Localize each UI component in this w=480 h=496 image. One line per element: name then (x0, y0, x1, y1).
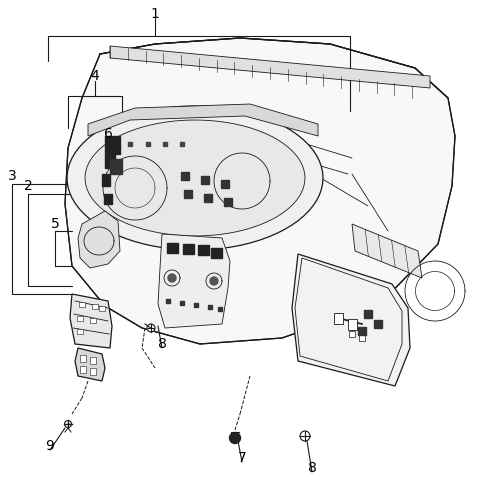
Bar (374, 320, 382, 328)
Bar (167, 244, 178, 253)
Bar (90, 368, 96, 375)
Bar (224, 198, 232, 206)
Text: 8: 8 (157, 337, 167, 351)
Circle shape (168, 274, 176, 282)
Polygon shape (292, 254, 410, 386)
Circle shape (229, 433, 240, 443)
Polygon shape (85, 120, 305, 236)
Bar (184, 190, 192, 198)
Text: 4: 4 (91, 69, 99, 83)
Polygon shape (110, 46, 430, 88)
Bar (364, 310, 372, 318)
Bar (211, 248, 221, 257)
Polygon shape (70, 294, 112, 348)
Bar (80, 355, 86, 362)
Text: 7: 7 (238, 451, 246, 465)
Text: 9: 9 (46, 439, 54, 453)
Text: 6: 6 (104, 127, 112, 141)
Text: 3: 3 (8, 169, 16, 183)
Polygon shape (158, 234, 230, 328)
Text: 5: 5 (50, 217, 60, 231)
Circle shape (300, 431, 310, 441)
Bar (334, 312, 343, 323)
Text: 8: 8 (308, 461, 316, 475)
Bar (201, 176, 209, 184)
Polygon shape (88, 104, 318, 136)
Bar (77, 315, 83, 320)
Bar (358, 327, 366, 335)
Bar (197, 246, 208, 255)
Bar (90, 357, 96, 364)
Bar (181, 172, 189, 180)
Polygon shape (352, 224, 422, 278)
Polygon shape (78, 211, 120, 268)
Bar (92, 304, 98, 309)
Circle shape (210, 277, 218, 285)
Bar (221, 180, 229, 188)
Bar (105, 136, 120, 154)
Circle shape (64, 421, 72, 428)
Polygon shape (67, 106, 323, 250)
Bar (99, 306, 105, 310)
Bar (182, 245, 193, 254)
Bar (77, 328, 83, 333)
Bar (104, 194, 112, 204)
Circle shape (147, 324, 155, 332)
Bar (80, 366, 86, 373)
Bar (105, 154, 115, 168)
Bar (348, 318, 357, 329)
Polygon shape (65, 38, 455, 344)
Text: 1: 1 (151, 7, 159, 21)
Bar (90, 317, 96, 322)
Bar (110, 159, 122, 174)
Text: 2: 2 (24, 179, 32, 193)
Polygon shape (75, 348, 105, 381)
Bar (102, 174, 110, 186)
Bar (79, 302, 85, 307)
Bar (204, 194, 212, 202)
